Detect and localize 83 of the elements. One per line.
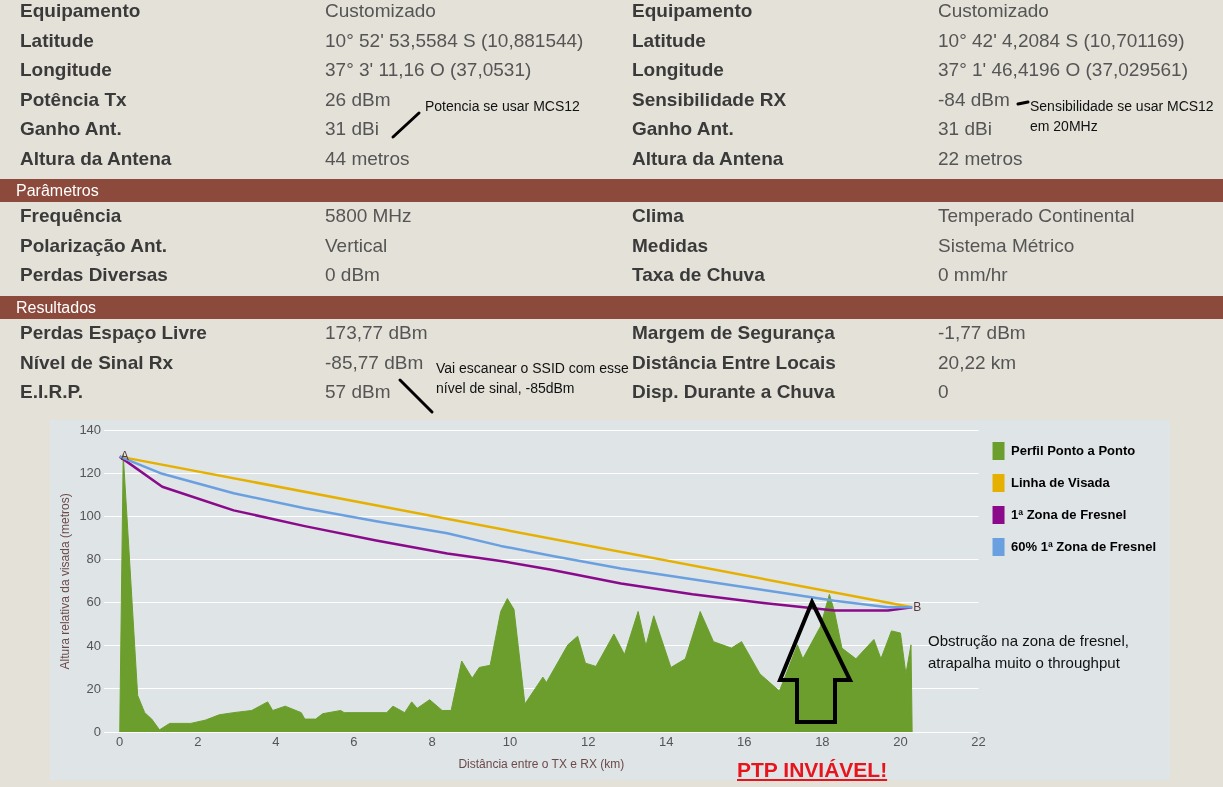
text: Taxa de Chuva [632,264,765,288]
text: Parâmetros [16,182,99,199]
text: Equipamento [20,0,141,23]
text: Longitude [632,59,724,83]
text: E.I.R.P. [20,381,84,405]
text: 26 dBm [325,88,391,112]
text: Medidas [632,234,709,258]
x-tick-label: 18 [815,734,830,750]
y-tick-label: 0 [93,723,102,739]
text: Temperado Continental [938,205,1135,228]
text: Clima [632,205,684,228]
text: Distância Entre Locais [632,351,836,375]
text: Disp. Durante a Chuva [632,381,835,405]
annotation: B [913,599,922,614]
y-tick-label: 140 [79,422,102,438]
x-tick-label: 0 [116,734,124,750]
y-tick-label: 20 [86,680,102,696]
text: 37° 3' 11,16 O (37,0531) [325,59,532,83]
text: Perdas Diversas [20,264,168,288]
x-tick-label: 2 [194,734,202,750]
text: Vai escanear o SSID com esse nível de sinal, -85dBm [436,359,630,399]
text: -84 dBm [938,88,1010,112]
text: 31 dBi [938,118,992,142]
text: Sistema Métrico [938,234,1075,258]
text: Nível de Sinal Rx [20,351,174,375]
text: 37° 1' 46,4196 O (37,029561) [938,59,1188,83]
text: 5800 MHz [325,205,412,228]
x-tick-label: 22 [971,734,986,750]
text: Potência Tx [20,88,127,112]
x-tick-label: 10 [502,734,518,750]
x-tick-label: 14 [658,734,674,750]
annotation: Obstrução na zona de fresnel, atrapalha muito o throughput [928,631,1130,673]
text: 31 dBi [325,118,379,142]
x-tick-label: 8 [428,734,436,750]
x-tick-label: 4 [272,734,280,750]
text: -1,77 dBm [938,322,1026,345]
text: Longitude [20,59,112,83]
y-tick-label: 60 [86,594,102,610]
x-axis-title: Distância entre o TX e RX (km) [458,757,625,772]
text: Vertical [325,234,388,258]
text: Perdas Espaço Livre [20,322,207,345]
text: Latitude [20,29,94,53]
text: Sensibilidade RX [632,88,787,112]
text: 57 dBm [325,381,391,405]
text: -85,77 dBm [325,351,424,375]
legend-label: Perfil Ponto a Ponto [1011,442,1136,458]
x-tick-label: 16 [737,734,752,750]
text: Frequência [20,205,122,228]
text: Altura da Antena [632,148,784,171]
text: Customizado [325,0,436,23]
text: 0 dBm [325,264,380,288]
text: 10° 52' 53,5584 S (10,881544) [325,29,584,53]
text: Ganho Ant. [20,118,122,142]
text: 10° 42' 4,2084 S (10,701169) [938,29,1185,53]
y-tick-label: 100 [79,508,102,524]
x-tick-label: 12 [580,734,596,750]
text: Polarização Ant. [20,234,168,258]
legend-label: 1ª Zona de Fresnel [1011,506,1127,522]
text: 44 metros [325,148,410,171]
x-tick-label: 20 [893,734,908,750]
text: Resultados [16,299,97,316]
text: Latitude [632,29,706,53]
text: 0 mm/hr [938,264,1008,288]
y-tick-label: 40 [86,637,102,653]
text: PTP INVIÁVEL! [737,757,889,783]
text: Sensibilidade se usar MCS12 em 20MHz [1030,97,1215,137]
text: Customizado [938,0,1049,23]
text: 173,77 dBm [325,322,428,345]
x-tick-label: 6 [350,734,358,750]
text: 20,22 km [938,351,1017,375]
y-axis-title: Altura relativa da visada (metros) [57,493,72,670]
legend-label: 60% 1ª Zona de Fresnel [1011,538,1157,554]
legend-label: Linha de Visada [1011,474,1111,490]
text: Altura da Antena [20,148,172,171]
text: 22 metros [938,148,1023,171]
annotation: A [120,448,129,463]
text: Potencia se usar MCS12 [425,97,581,116]
text: 0 [938,381,949,405]
y-tick-label: 80 [86,551,102,567]
text: Margem de Segurança [632,322,835,345]
y-tick-label: 120 [79,465,102,481]
text: Ganho Ant. [632,118,734,142]
text: Equipamento [632,0,753,23]
